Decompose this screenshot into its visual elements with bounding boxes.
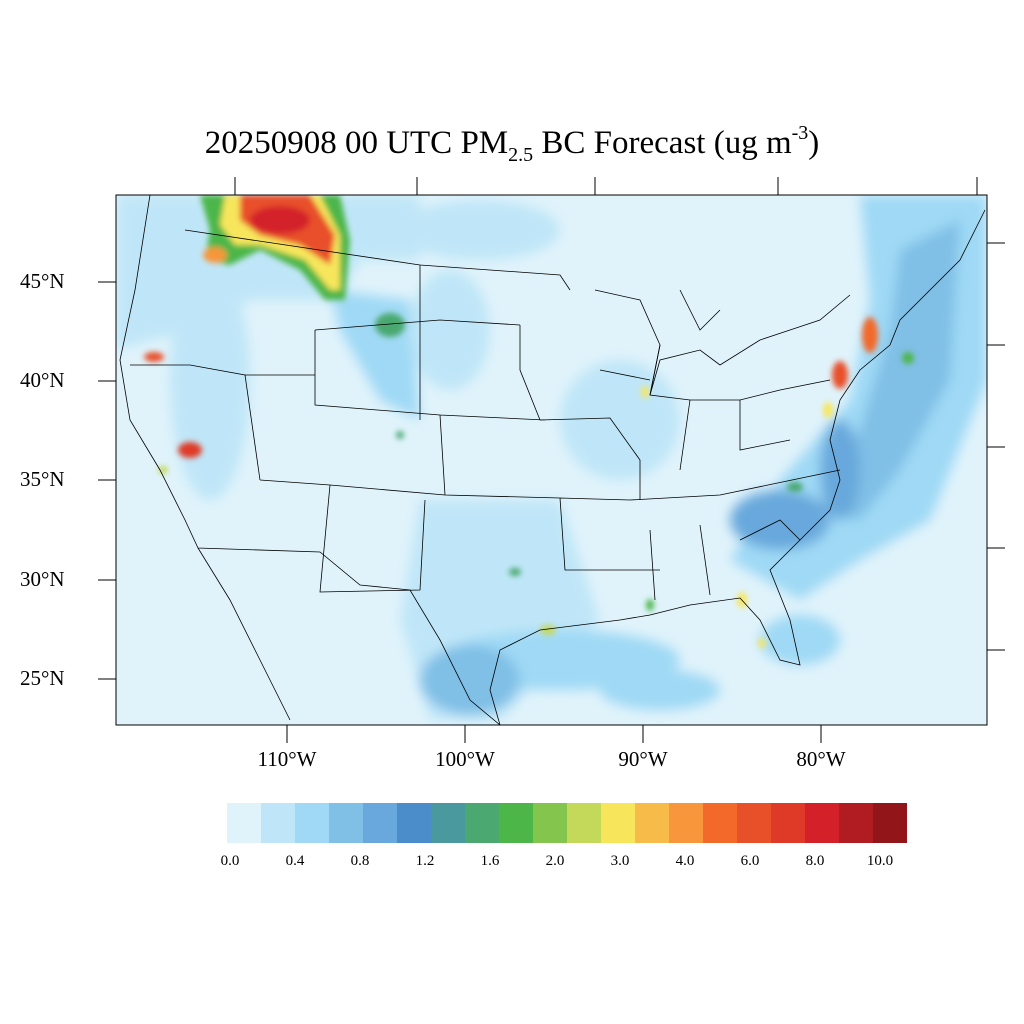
colorbar-box bbox=[227, 803, 261, 843]
colorbar-box bbox=[499, 803, 533, 843]
title-superscript: -3 bbox=[791, 122, 809, 144]
concentration-field bbox=[116, 195, 987, 725]
colorbar-label: 1.2 bbox=[415, 853, 435, 869]
colorbar-label: 10.0 bbox=[866, 853, 894, 869]
colorbar-box bbox=[669, 803, 703, 843]
colorbar-label: 8.0 bbox=[805, 853, 825, 869]
colorbar-box bbox=[601, 803, 635, 843]
colorbar-label: 0.4 bbox=[285, 853, 305, 869]
lon-label: 90°W bbox=[618, 747, 668, 771]
colorbar-box bbox=[635, 803, 669, 843]
lat-label: 35°N bbox=[20, 467, 65, 491]
colorbar-box bbox=[703, 803, 737, 843]
colorbar bbox=[227, 803, 907, 843]
colorbar-box bbox=[567, 803, 601, 843]
title-subscript: 2.5 bbox=[508, 144, 534, 166]
colorbar-label: 0.8 bbox=[350, 853, 370, 869]
colorbar-label: 1.6 bbox=[480, 853, 500, 869]
lat-label: 40°N bbox=[20, 368, 65, 392]
colorbar-box bbox=[533, 803, 567, 843]
lon-label: 110°W bbox=[257, 747, 317, 771]
colorbar-box bbox=[771, 803, 805, 843]
colorbar-label: 0.0 bbox=[220, 853, 240, 869]
lat-label: 45°N bbox=[20, 269, 65, 293]
colorbar-box bbox=[261, 803, 295, 843]
colorbar-box bbox=[431, 803, 465, 843]
colorbar-box bbox=[805, 803, 839, 843]
lat-label: 25°N bbox=[20, 666, 65, 690]
lon-label: 80°W bbox=[796, 747, 846, 771]
colorbar-label: 6.0 bbox=[740, 853, 760, 869]
colorbar-box bbox=[737, 803, 771, 843]
colorbar-box bbox=[397, 803, 431, 843]
coastlines-borders bbox=[119, 195, 986, 725]
colorbar-box bbox=[329, 803, 363, 843]
colorbar-box bbox=[465, 803, 499, 843]
title-text-end: ) bbox=[808, 125, 820, 161]
colorbar-box bbox=[839, 803, 873, 843]
lat-label: 30°N bbox=[20, 567, 65, 591]
axis-ticks bbox=[98, 177, 1005, 743]
title-text-mid: BC Forecast (ug m bbox=[533, 125, 792, 161]
colorbar-label: 4.0 bbox=[675, 853, 695, 869]
colorbar-label: 3.0 bbox=[610, 853, 630, 869]
title-text: 20250908 00 UTC PM bbox=[204, 125, 509, 161]
lon-label: 100°W bbox=[435, 747, 495, 771]
colorbar-box bbox=[295, 803, 329, 843]
map-title: 20250908 00 UTC PM2.5 BC Forecast (ug m-… bbox=[0, 122, 1024, 167]
plot-frame bbox=[115, 194, 988, 726]
colorbar-box bbox=[363, 803, 397, 843]
colorbar-label: 2.0 bbox=[545, 853, 565, 869]
colorbar-box bbox=[873, 803, 907, 843]
